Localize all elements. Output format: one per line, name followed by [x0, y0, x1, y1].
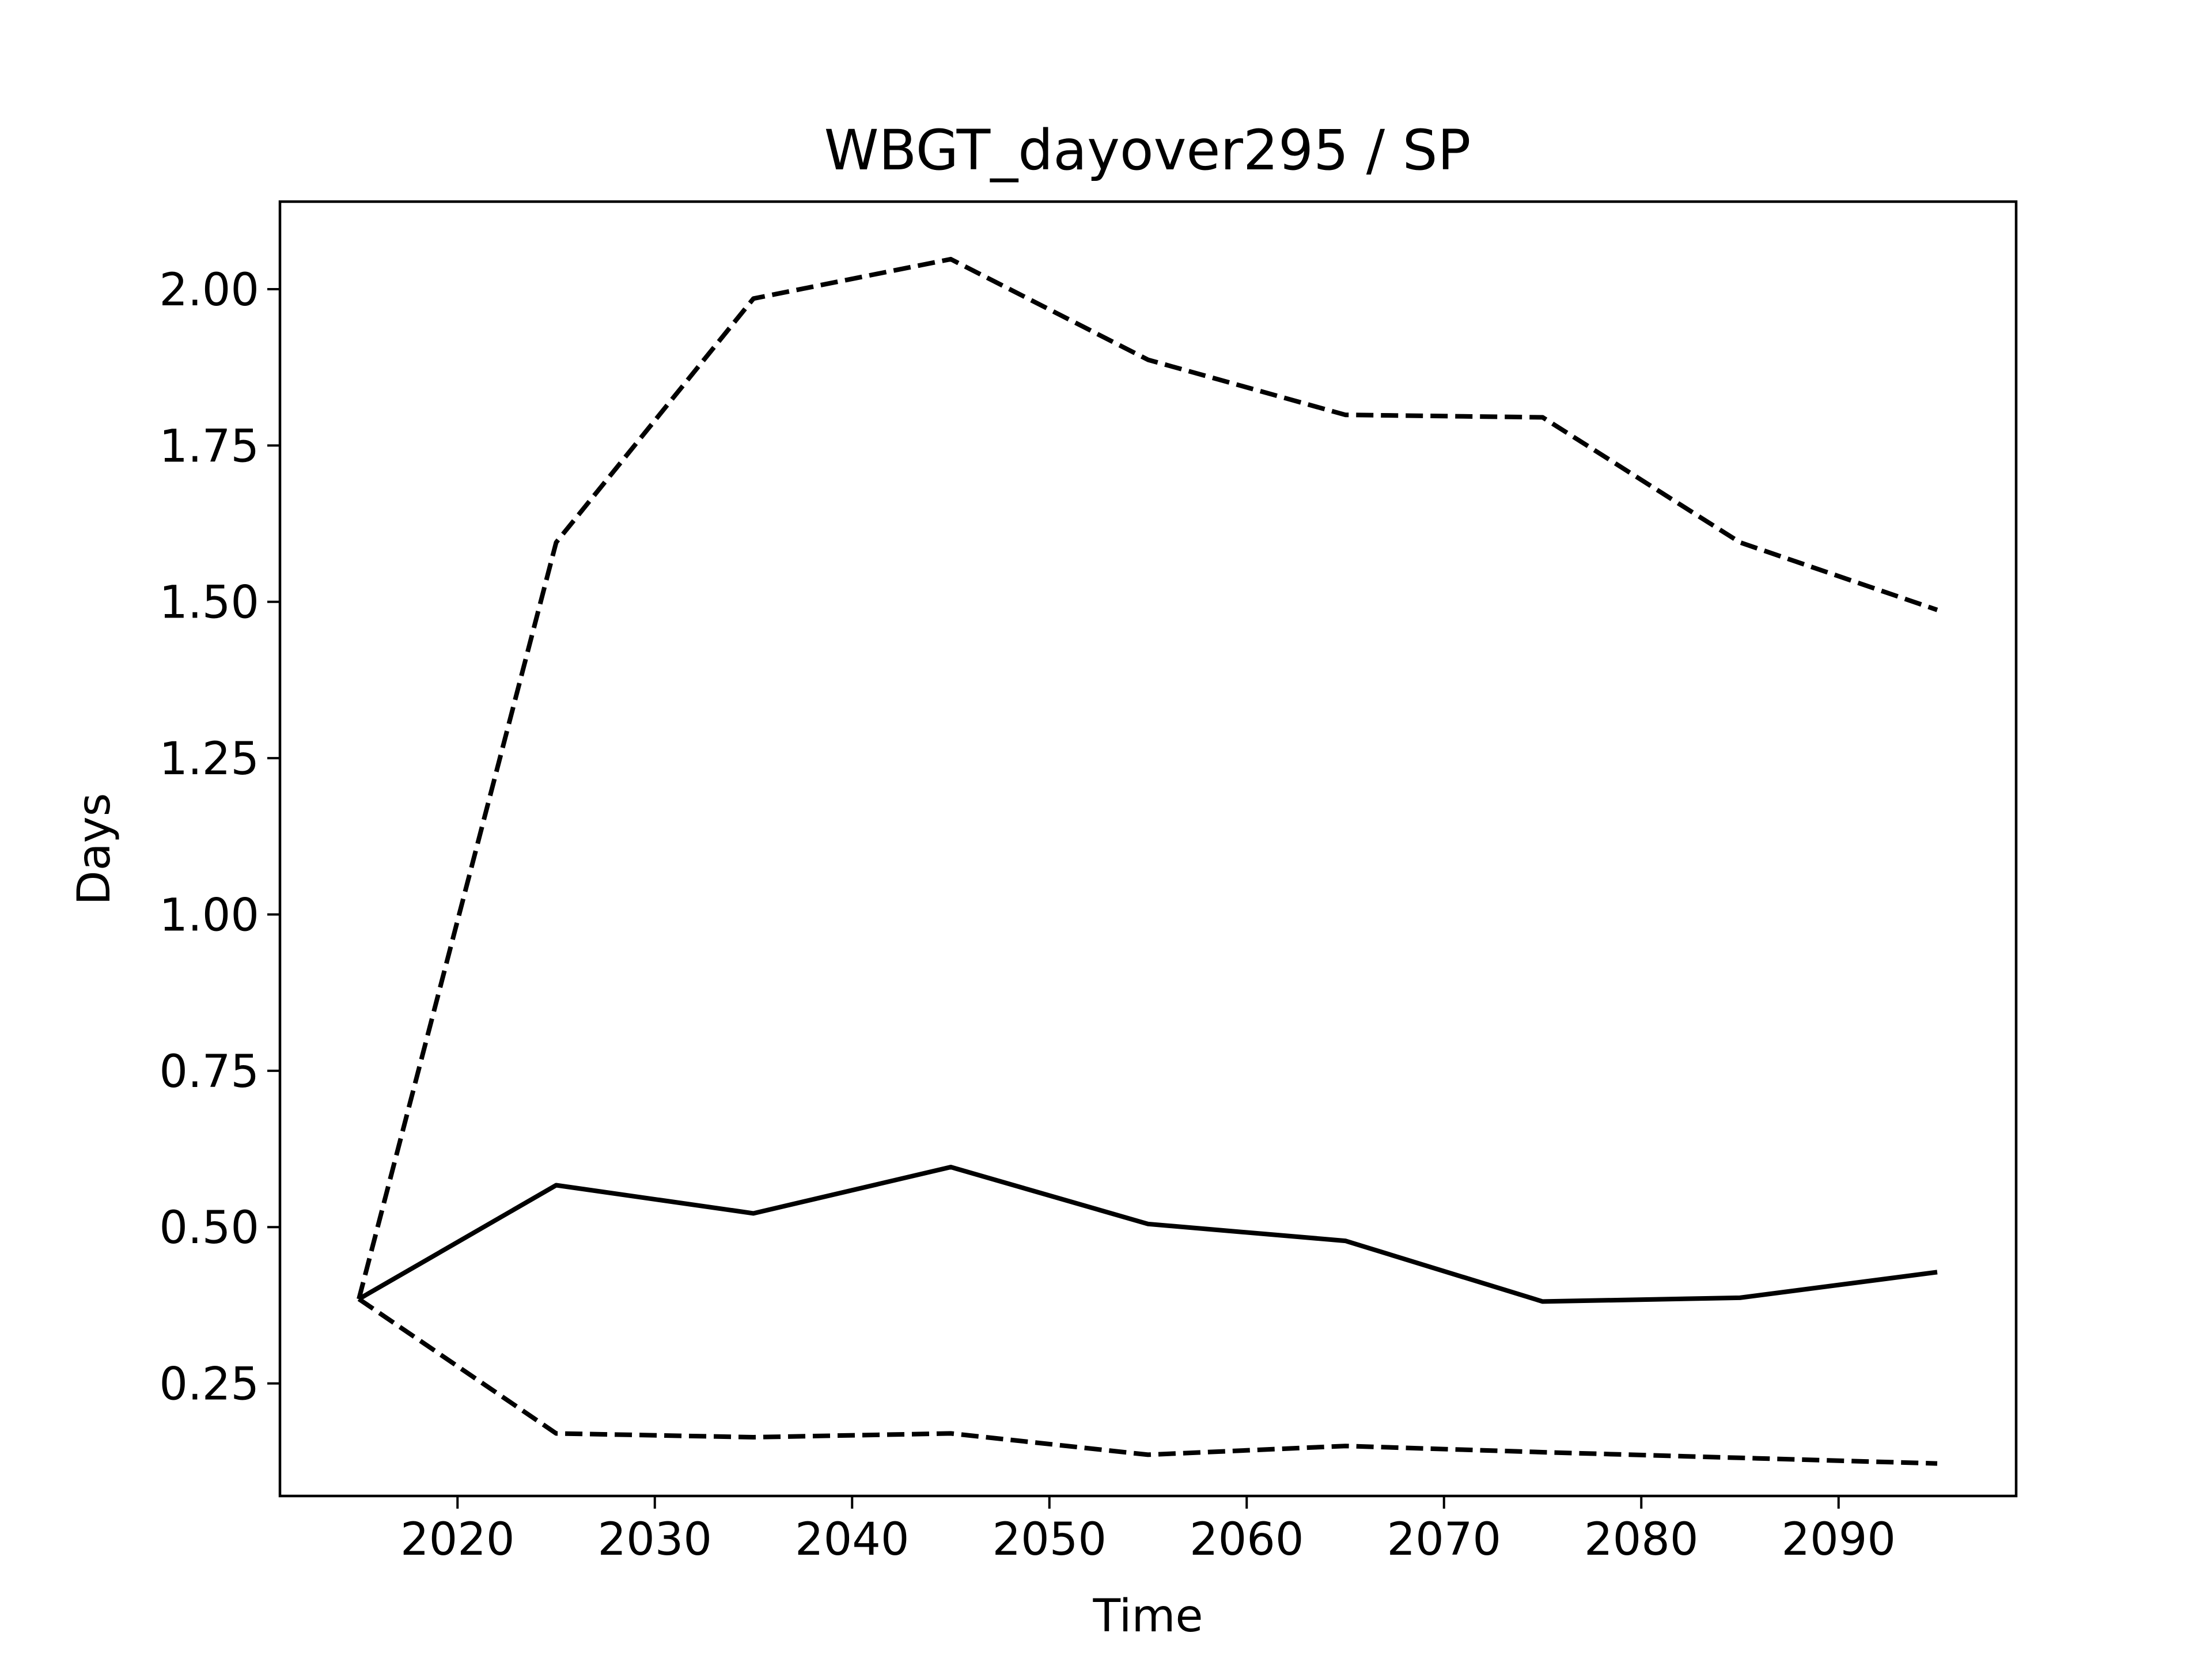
x-tick-label: 2040: [795, 1514, 910, 1566]
y-tick-label: 1.25: [159, 733, 259, 785]
x-tick-label: 2050: [992, 1514, 1107, 1566]
y-tick-label: 1.00: [159, 889, 259, 941]
x-tick-label: 2090: [1781, 1514, 1896, 1566]
series-line-1: [358, 1165, 1938, 1304]
y-axis: 0.25 0.50 0.75 1.00 1.25 1.50 1.75 2.00: [159, 264, 280, 1411]
series-layer: [357, 256, 1938, 1466]
x-tick-label: 2060: [1190, 1514, 1304, 1566]
series-line-2: [357, 256, 1938, 1300]
y-tick-label: 0.25: [159, 1359, 259, 1411]
y-tick-label: 1.75: [159, 421, 259, 472]
series-line-3: [357, 1297, 1938, 1466]
plot-frame: [278, 200, 2018, 1498]
y-axis-label: Days: [69, 793, 120, 906]
y-tick-label: 1.50: [159, 577, 259, 629]
x-tick-label: 2080: [1584, 1514, 1699, 1566]
y-tick-label: 0.75: [159, 1046, 259, 1098]
x-tick-label: 2020: [400, 1514, 515, 1566]
y-tick-label: 0.50: [159, 1202, 259, 1254]
chart-title: WBGT_dayover295 / SP: [824, 118, 1471, 183]
x-axis-label: Time: [1093, 1590, 1203, 1642]
x-tick-label: 2030: [597, 1514, 712, 1566]
x-axis: 2020 2030 2040 2050 2060 2070 2080 2090: [400, 1496, 1896, 1566]
y-tick-label: 2.00: [159, 264, 259, 316]
x-tick-label: 2070: [1387, 1514, 1501, 1566]
